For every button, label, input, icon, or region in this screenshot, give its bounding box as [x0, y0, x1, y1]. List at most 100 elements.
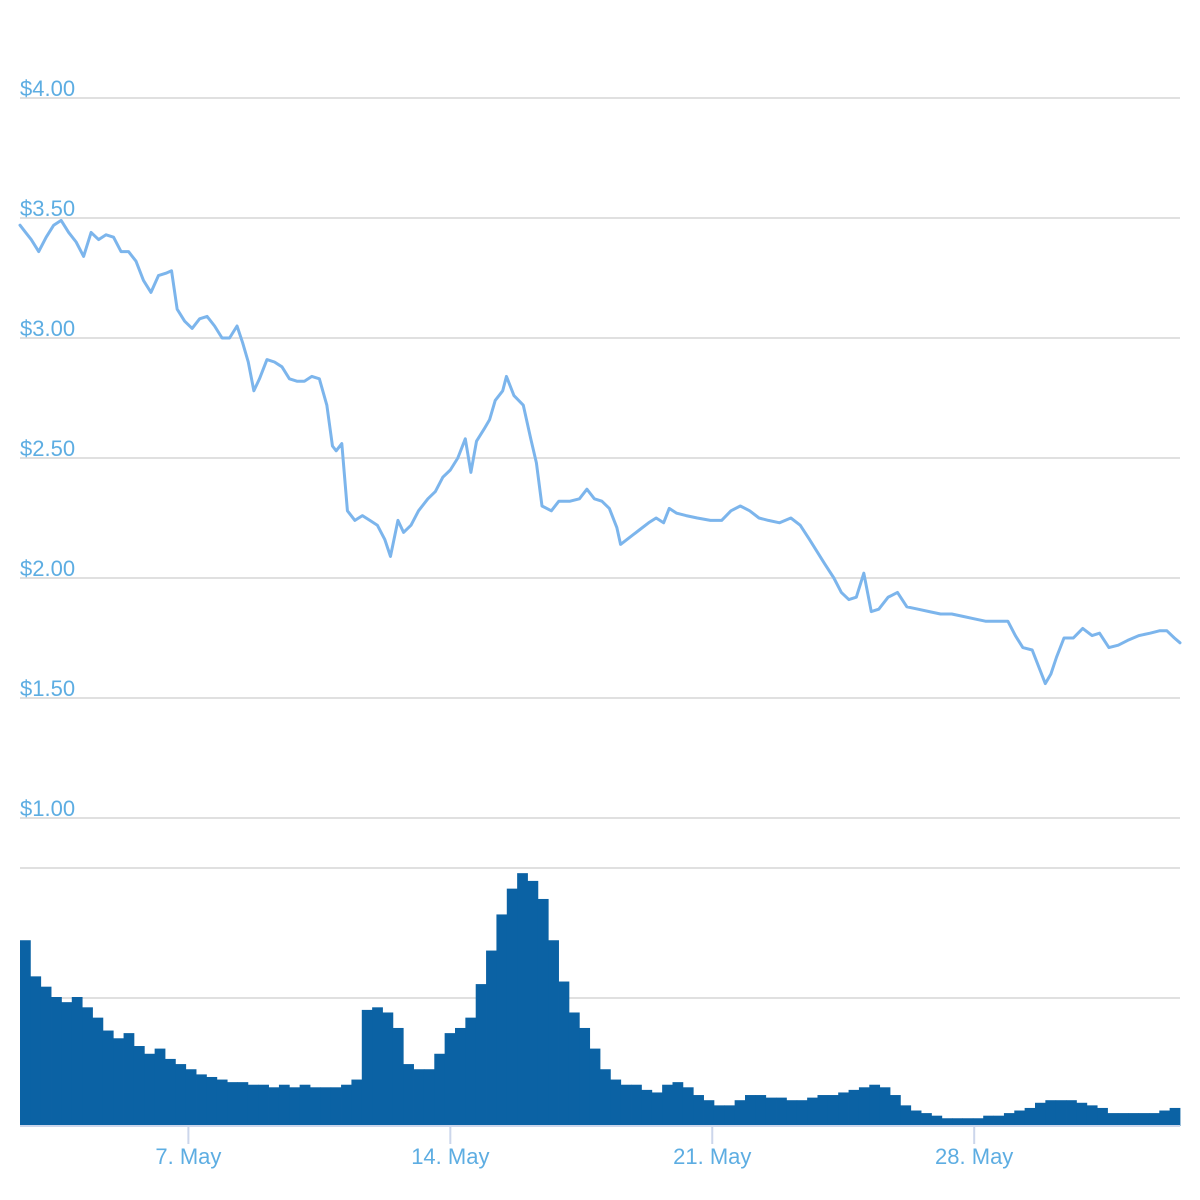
volume-bar — [558, 981, 570, 1126]
volume-bar — [952, 1118, 963, 1126]
volume-bar — [1107, 1113, 1119, 1126]
volume-bar — [1003, 1113, 1015, 1126]
volume-bar — [1148, 1113, 1160, 1126]
volume-bar — [921, 1113, 932, 1126]
volume-gridlines — [20, 867, 1180, 999]
volume-bar — [444, 1033, 456, 1126]
volume-bar — [651, 1092, 663, 1126]
volume-bar — [1014, 1110, 1026, 1126]
volume-bar — [403, 1064, 414, 1126]
volume-bar — [745, 1095, 756, 1126]
volume-bar — [1159, 1110, 1171, 1126]
volume-bar — [351, 1079, 363, 1126]
volume-bar — [827, 1095, 839, 1126]
volume-bar — [734, 1100, 746, 1126]
volume-bar — [413, 1069, 425, 1126]
volume-bar — [1055, 1100, 1067, 1126]
x-tick-label: 14. May — [411, 1144, 489, 1169]
x-axis: 7. May 14. May 21. May 28. May — [20, 1125, 1180, 1169]
volume-bar — [941, 1118, 953, 1126]
volume-bar — [1117, 1113, 1129, 1126]
volume-bar — [382, 1012, 394, 1126]
volume-bar — [423, 1069, 435, 1126]
volume-bar — [165, 1058, 176, 1126]
volume-bar — [102, 1030, 114, 1126]
volume-bar — [196, 1074, 207, 1126]
y-tick-label: $4.00 — [20, 76, 75, 101]
volume-bar — [113, 1038, 124, 1126]
volume-bar — [537, 898, 549, 1126]
volume-bar — [30, 976, 42, 1126]
volume-bar — [890, 1095, 901, 1126]
volume-bar — [289, 1087, 301, 1126]
volume-bar — [268, 1087, 280, 1126]
x-tick-label: 7. May — [155, 1144, 221, 1169]
volume-bar — [682, 1087, 694, 1126]
volume-bar — [672, 1082, 684, 1126]
volume-bar — [713, 1105, 725, 1126]
x-tick-label: 28. May — [935, 1144, 1013, 1169]
volume-bar — [517, 873, 528, 1126]
volume-bar — [227, 1082, 238, 1126]
volume-bar — [341, 1084, 352, 1126]
y-tick-label: $3.50 — [20, 196, 75, 221]
volume-bar — [475, 984, 487, 1126]
price-line-series — [18, 218, 1182, 686]
volume-bar — [434, 1053, 446, 1126]
volume-bar — [838, 1092, 849, 1126]
volume-bar — [983, 1115, 994, 1126]
volume-bar — [962, 1118, 974, 1126]
volume-bar — [82, 1007, 93, 1126]
volume-bar — [372, 1007, 383, 1126]
volume-bar — [92, 1017, 104, 1126]
volume-bar — [600, 1069, 611, 1126]
volume-bar — [568, 1012, 580, 1126]
volume-bar — [796, 1100, 808, 1126]
volume-bar — [1045, 1100, 1057, 1126]
volume-bar — [693, 1095, 704, 1126]
volume-bar — [972, 1118, 984, 1126]
volume-bar — [496, 914, 508, 1126]
volume-bar — [455, 1027, 466, 1126]
volume-bar — [20, 940, 31, 1126]
y-tick-label: $2.00 — [20, 556, 75, 581]
volume-bar — [465, 1017, 477, 1126]
volume-bar — [185, 1069, 197, 1126]
volume-bar — [1066, 1100, 1077, 1126]
y-tick-label: $3.00 — [20, 316, 75, 341]
volume-bar — [237, 1082, 249, 1126]
volume-bar — [299, 1084, 311, 1126]
volume-bar — [1024, 1107, 1036, 1126]
y-tick-label: $2.50 — [20, 436, 75, 461]
volume-bar — [931, 1115, 943, 1126]
volume-bar — [703, 1100, 715, 1126]
volume-bar — [123, 1033, 135, 1126]
volume-bar — [40, 986, 52, 1126]
volume-bar — [1076, 1102, 1088, 1126]
volume-bar — [247, 1084, 259, 1126]
volume-bar — [1169, 1107, 1181, 1126]
volume-bar — [330, 1087, 342, 1126]
volume-bar — [848, 1089, 860, 1126]
volume-bar — [61, 1002, 73, 1126]
volume-bar — [144, 1053, 156, 1126]
volume-bar — [278, 1084, 290, 1126]
volume-bar — [724, 1105, 736, 1126]
volume-bar — [620, 1084, 632, 1126]
price-gridlines — [20, 97, 1180, 819]
volume-bar — [589, 1048, 601, 1126]
volume-bar — [258, 1084, 269, 1126]
volume-bar — [1097, 1107, 1108, 1126]
price-line — [18, 218, 1182, 686]
x-tick-label: 21. May — [673, 1144, 751, 1169]
volume-bar — [506, 888, 518, 1126]
volume-bar — [1128, 1113, 1139, 1126]
volume-bar — [662, 1084, 673, 1126]
volume-bar — [154, 1048, 166, 1126]
volume-bar — [133, 1046, 145, 1126]
volume-bar — [216, 1079, 228, 1126]
volume-bar — [631, 1084, 642, 1126]
volume-bar — [900, 1105, 912, 1126]
volume-bar — [527, 880, 539, 1126]
volume-bar — [51, 997, 62, 1126]
